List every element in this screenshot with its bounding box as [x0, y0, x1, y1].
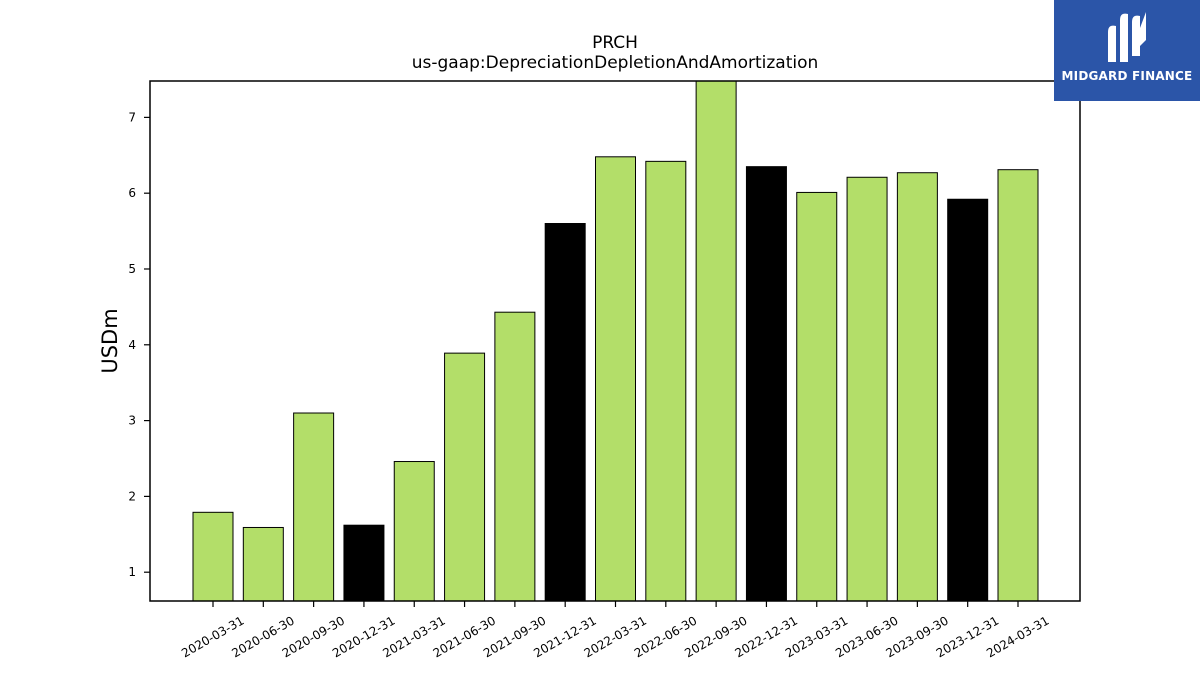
bar-2023-06-30 [846, 176, 888, 602]
bar-2020-12-31 [343, 524, 385, 602]
y-tick-label: 6 [128, 186, 136, 200]
bar-2023-12-31 [947, 198, 989, 602]
plot-frame [149, 80, 1081, 602]
bar-2021-09-30 [494, 311, 536, 602]
bar-2021-06-30 [444, 352, 486, 602]
bar-2023-09-30 [896, 172, 938, 602]
bar-2021-12-31 [544, 223, 586, 602]
bar-2020-06-30 [242, 526, 284, 602]
bar-2022-03-31 [595, 156, 636, 602]
y-axis-label: USDm [98, 308, 122, 373]
chart-title: PRCH [592, 33, 638, 53]
x-axis: 2020-03-312020-06-302020-09-302020-12-31… [179, 601, 1052, 660]
bar-2022-12-31 [745, 166, 787, 602]
bar-2020-09-30 [293, 412, 335, 602]
y-tick-label: 5 [128, 262, 136, 276]
y-tick-label: 4 [128, 338, 136, 352]
bar-2022-09-30 [695, 80, 737, 602]
logo-mark-icon [1108, 12, 1146, 63]
y-tick-label: 2 [128, 489, 136, 503]
y-axis: 1 2 3 4 5 6 7 [128, 110, 150, 579]
bar-2021-03-31 [393, 461, 435, 602]
y-tick-label: 3 [128, 414, 136, 428]
bar-2023-03-31 [796, 191, 838, 602]
bar-2024-03-31 [997, 169, 1039, 602]
bar-2022-06-30 [645, 160, 687, 602]
bars-group [192, 80, 1039, 602]
y-tick-label: 7 [128, 110, 136, 124]
y-tick-label: 1 [128, 565, 136, 579]
bar-2020-03-31 [192, 511, 234, 602]
chart-subtitle: us-gaap:DepreciationDepletionAndAmortiza… [412, 53, 819, 73]
logo-text: MIDGARD FINANCE [1061, 69, 1193, 83]
midgard-finance-logo: MIDGARD FINANCE [1054, 0, 1200, 101]
